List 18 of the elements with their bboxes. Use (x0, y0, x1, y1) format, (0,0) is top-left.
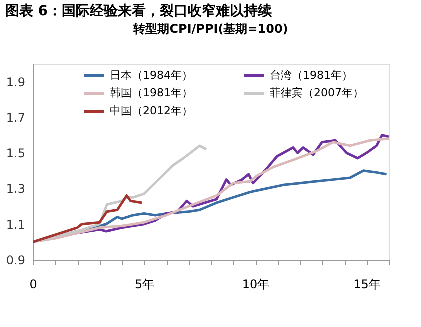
y-tick-label: 1.7 (6, 110, 26, 125)
x-tick-label: 0 (30, 278, 38, 292)
line-series (33, 194, 144, 244)
x-tick-label: 5年 (134, 278, 155, 292)
chart-subtitle: 转型期CPI/PPI(基期=100) (132, 22, 288, 36)
legend-label: 韩国（1981年） (110, 86, 193, 100)
legend-label: 菲律宾（2007年） (270, 86, 364, 100)
legend-label: 日本（1984年） (110, 68, 193, 82)
chart-title: 图表 6：国际经验来看，裂口收窄难以持续 (5, 2, 274, 20)
legend-label: 中国（2012年） (110, 104, 193, 118)
y-tick-label: 0.9 (6, 254, 26, 268)
x-tick-label: 15年 (354, 278, 381, 292)
y-tick-label: 1.5 (6, 146, 26, 161)
x-tick-label: 10年 (242, 278, 270, 292)
legend-label: 台湾（1981年） (270, 68, 353, 82)
y-tick-label: 1.9 (6, 75, 26, 90)
y-tick-label: 1.1 (6, 218, 26, 232)
y-tick-label: 1.3 (6, 182, 26, 196)
